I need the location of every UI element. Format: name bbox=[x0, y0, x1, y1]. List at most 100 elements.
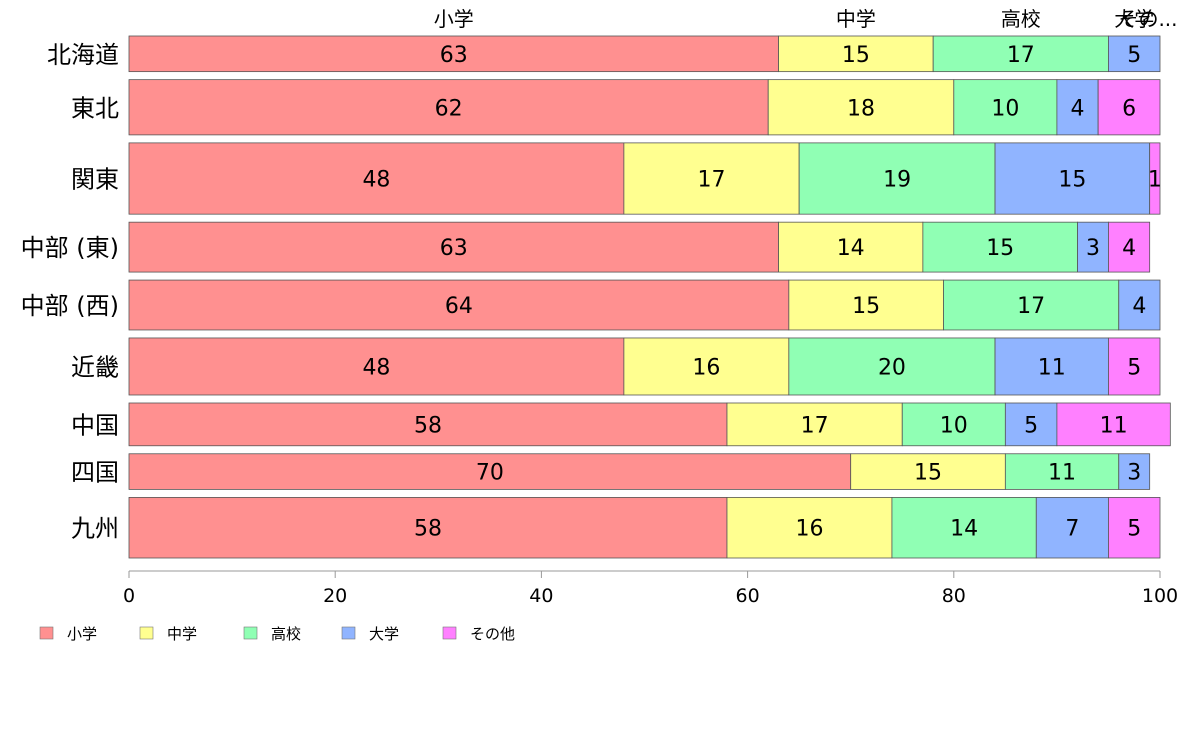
data-label: 58 bbox=[414, 413, 442, 438]
bar-segment bbox=[778, 35, 934, 73]
bar-segment bbox=[767, 79, 955, 136]
bar-segment bbox=[128, 453, 852, 490]
data-label: 14 bbox=[950, 517, 978, 542]
legend-swatch bbox=[39, 626, 54, 640]
data-label: 19 bbox=[883, 168, 911, 193]
legend-label: 小学 bbox=[67, 625, 97, 643]
bar-segment bbox=[623, 337, 790, 396]
top-series-label: 中学 bbox=[836, 7, 876, 31]
x-axis: 0 20 40 60 80 100 bbox=[123, 570, 1178, 607]
data-label: 17 bbox=[801, 413, 829, 438]
x-tick-label: 100 bbox=[1142, 585, 1178, 607]
bar-segment bbox=[891, 497, 1037, 559]
bar-segment bbox=[788, 337, 996, 396]
bar-segment bbox=[1097, 79, 1161, 136]
legend-swatch bbox=[442, 626, 457, 640]
data-label: 3 bbox=[1086, 236, 1100, 261]
bar-segment bbox=[1004, 453, 1120, 490]
bar-value-labels: 63 15 17 562 18 10 4 648 17 19 15 163 14 15 3 464 15 17 44… bbox=[362, 43, 1161, 542]
legend-swatch bbox=[341, 626, 356, 640]
bar-segment bbox=[1118, 279, 1161, 331]
bar-segment bbox=[994, 337, 1109, 396]
data-label: 17 bbox=[1017, 294, 1045, 319]
category-label: 北海道 bbox=[47, 41, 119, 69]
data-label: 5 bbox=[1127, 517, 1141, 542]
data-label: 1 bbox=[1148, 168, 1162, 193]
bar-segment bbox=[1108, 497, 1161, 559]
data-label: 3 bbox=[1127, 461, 1141, 486]
bar-segment bbox=[128, 402, 728, 447]
data-label: 17 bbox=[698, 168, 726, 193]
data-label: 5 bbox=[1024, 413, 1038, 438]
data-label: 16 bbox=[795, 517, 823, 542]
bar-segment bbox=[1108, 221, 1151, 273]
legend-label: 高校 bbox=[271, 625, 301, 643]
legend-label: 大学 bbox=[369, 625, 399, 643]
category-label: 九州 bbox=[71, 515, 119, 543]
category-label: 中部 (西) bbox=[21, 292, 119, 320]
data-label: 20 bbox=[878, 355, 906, 380]
category-label: 東北 bbox=[71, 94, 119, 122]
bar-segment bbox=[994, 142, 1151, 215]
data-label: 70 bbox=[476, 461, 504, 486]
data-label: 64 bbox=[445, 294, 473, 319]
bar-segment bbox=[953, 79, 1058, 136]
data-label: 48 bbox=[362, 355, 390, 380]
legend: 小学 中学 高校 大学 その他 bbox=[39, 625, 515, 643]
top-series-label: 高校 bbox=[1001, 7, 1041, 31]
bar-segment bbox=[1149, 142, 1161, 215]
data-label: 4 bbox=[1071, 96, 1085, 121]
data-label: 17 bbox=[1007, 43, 1035, 68]
legend-swatch bbox=[139, 626, 154, 640]
category-label: 関東 bbox=[71, 166, 119, 194]
data-label: 4 bbox=[1132, 294, 1146, 319]
data-label: 11 bbox=[1100, 413, 1128, 438]
data-label: 7 bbox=[1065, 517, 1079, 542]
x-tick-label: 60 bbox=[736, 585, 760, 607]
category-label: 近畿 bbox=[71, 353, 119, 381]
category-label: 中国 bbox=[71, 411, 119, 439]
data-label: 4 bbox=[1122, 236, 1136, 261]
data-label: 18 bbox=[847, 96, 875, 121]
bar-segment bbox=[1035, 497, 1109, 559]
x-tick-label: 40 bbox=[529, 585, 553, 607]
top-series-label: 大学 bbox=[1114, 7, 1154, 31]
data-label: 62 bbox=[435, 96, 463, 121]
data-label: 15 bbox=[1058, 168, 1086, 193]
bar-segment bbox=[128, 79, 769, 136]
data-label: 10 bbox=[940, 413, 968, 438]
bar-segment bbox=[726, 497, 893, 559]
data-label: 15 bbox=[914, 461, 942, 486]
bar-segment bbox=[850, 453, 1006, 490]
bar-segment bbox=[932, 35, 1109, 73]
x-tick-label: 80 bbox=[942, 585, 966, 607]
bars bbox=[128, 35, 1171, 559]
data-label: 6 bbox=[1122, 96, 1136, 121]
data-label: 58 bbox=[414, 517, 442, 542]
bar-segment bbox=[1108, 337, 1161, 396]
x-tick-label: 20 bbox=[323, 585, 347, 607]
top-series-label: その... bbox=[1118, 7, 1177, 31]
data-label: 5 bbox=[1127, 355, 1141, 380]
bar-segment bbox=[1004, 402, 1058, 447]
bar-segment bbox=[1056, 402, 1171, 447]
bar-segment bbox=[1077, 221, 1109, 273]
data-label: 48 bbox=[362, 168, 390, 193]
data-label: 15 bbox=[852, 294, 880, 319]
data-label: 5 bbox=[1127, 43, 1141, 68]
data-label: 16 bbox=[692, 355, 720, 380]
category-label: 四国 bbox=[71, 459, 119, 487]
bar-segment bbox=[1108, 35, 1161, 73]
legend-label: 中学 bbox=[167, 625, 197, 643]
data-label: 10 bbox=[991, 96, 1019, 121]
bar-segment bbox=[128, 279, 790, 331]
bar-segment bbox=[788, 279, 944, 331]
top-series-label: 小学 bbox=[434, 7, 474, 31]
legend-label: その他 bbox=[470, 625, 515, 643]
bar-segment bbox=[778, 221, 924, 273]
data-label: 11 bbox=[1048, 461, 1076, 486]
data-label: 63 bbox=[440, 236, 468, 261]
bar-segment bbox=[128, 497, 728, 559]
